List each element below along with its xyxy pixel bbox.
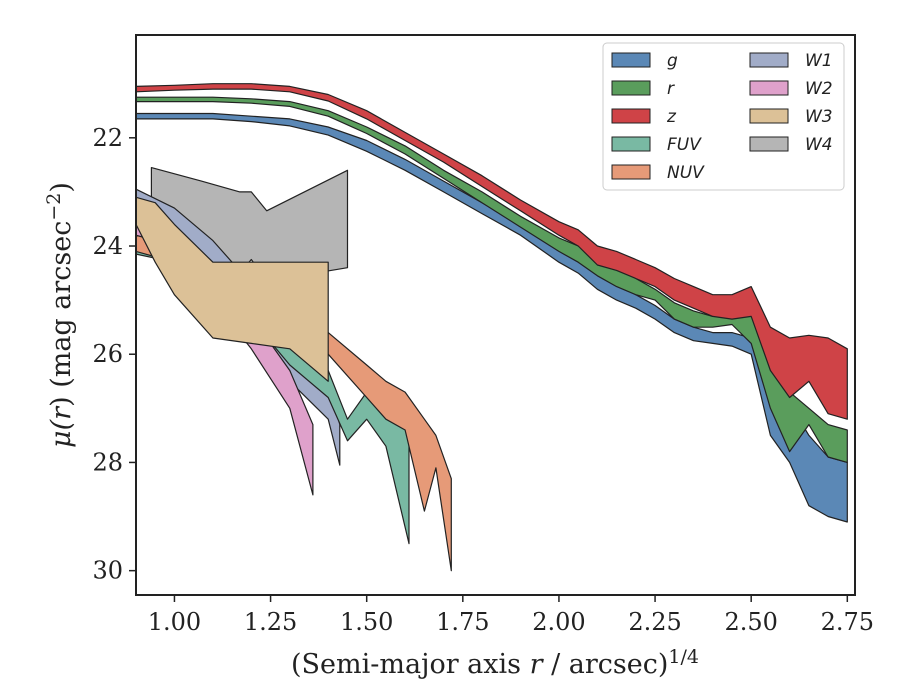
x-tick-label: 1.75	[436, 608, 489, 636]
legend-label: W4	[805, 135, 833, 155]
legend-swatch	[611, 80, 651, 96]
series-band-w3	[136, 196, 329, 382]
legend-swatch	[749, 52, 789, 68]
y-axis: 22 24 26 28 30	[92, 124, 136, 585]
x-tick-label: 1.50	[340, 608, 393, 636]
legend-label: W1	[805, 51, 833, 71]
y-axis-title: μ(r) (mag arcsec−2)	[43, 182, 77, 448]
legend-item-g: g	[611, 51, 678, 71]
x-tick-label: 2.25	[628, 608, 681, 636]
legend-label: W3	[805, 107, 833, 127]
legend-swatch	[749, 80, 789, 96]
y-tick-label: 26	[92, 340, 123, 368]
legend-swatch	[611, 164, 651, 180]
legend-item-w2: W2	[749, 79, 833, 99]
legend-item-r: r	[611, 79, 675, 99]
y-tick-label: 30	[92, 557, 123, 585]
x-tick-label: 2.75	[821, 608, 874, 636]
x-tick-label: 1.00	[148, 608, 201, 636]
legend-item-fuv: FUV	[611, 135, 702, 155]
chart-series-group	[136, 83, 848, 572]
legend-swatch	[611, 52, 651, 68]
legend-swatch	[611, 136, 651, 152]
legend-item-w1: W1	[749, 51, 833, 71]
legend-swatch	[749, 108, 789, 124]
legend-item-z: z	[611, 107, 677, 127]
legend-item-w4: W4	[749, 135, 833, 155]
legend: grz FUV NUV W1 W2 W3 W4	[602, 42, 845, 191]
x-tick-label: 1.25	[244, 608, 297, 636]
y-tick-label: 28	[92, 448, 123, 476]
y-tick-label: 22	[92, 124, 123, 152]
x-axis-title: (Semi-major axis r / arcsec)1/4	[291, 646, 699, 680]
legend-label: z	[666, 107, 677, 127]
y-tick-label: 24	[92, 232, 123, 260]
x-tick-label: 2.00	[532, 608, 585, 636]
legend-box	[602, 42, 845, 191]
x-tick-label: 2.50	[724, 608, 777, 636]
legend-label: g	[667, 51, 678, 71]
legend-label: NUV	[667, 163, 705, 183]
x-axis: 1.00 1.25 1.50 1.75 2.00 2.25 2.50 2.75	[148, 595, 874, 636]
legend-label: W2	[805, 79, 833, 99]
series-band-z	[136, 83, 848, 420]
legend-item-nuv: NUV	[611, 163, 705, 183]
legend-label: FUV	[667, 135, 702, 155]
legend-swatch	[611, 108, 651, 124]
plot-frame	[135, 34, 856, 596]
legend-item-w3: W3	[749, 107, 833, 127]
series-band-r	[136, 96, 848, 463]
legend-swatch	[749, 136, 789, 152]
legend-label: r	[667, 79, 675, 99]
